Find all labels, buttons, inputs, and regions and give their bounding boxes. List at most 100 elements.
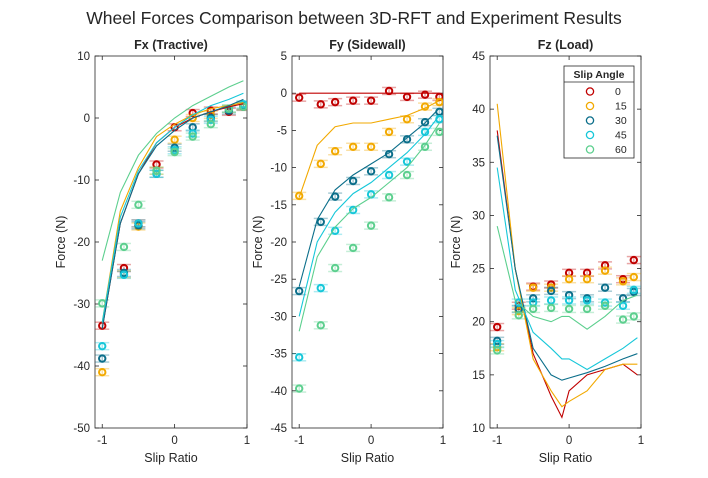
panel-3: Fz (Load) 45 40 35 30 25 20 15 10 -1 0 1 Slip Ratio F…: [449, 38, 644, 465]
data-point-60: [402, 170, 412, 180]
x-tick-label: -1: [294, 435, 304, 447]
legend-title: Slip Angle: [574, 69, 625, 81]
y-tick-label: 10: [77, 51, 90, 63]
data-point-45: [582, 296, 592, 305]
data-point-45: [348, 205, 358, 215]
data-point-0: [348, 96, 358, 105]
data-point-30: [366, 167, 376, 176]
series-line-15: [298, 100, 440, 198]
legend-marker-30: [585, 116, 595, 125]
y-tick-label: -25: [270, 274, 287, 286]
y-tick-label: 30: [472, 210, 485, 222]
data-point-60: [618, 315, 628, 324]
axes-box: [291, 55, 444, 429]
data-point-60: [330, 263, 340, 273]
y-tick-label: -20: [73, 237, 90, 249]
data-point-15: [384, 127, 394, 137]
y-tick-label: 40: [472, 104, 485, 116]
y-tick-label: 35: [472, 157, 485, 169]
panel-title: Fz (Load): [538, 38, 594, 52]
y-tick-label: -35: [270, 349, 287, 361]
series-line-15: [496, 103, 638, 408]
data-point-45: [98, 341, 107, 351]
series-line-45: [496, 167, 638, 371]
series-line-60: [298, 122, 440, 332]
data-point-0: [435, 92, 443, 102]
series-line-45: [101, 92, 244, 323]
y-axis-label: Force (N): [449, 216, 463, 269]
data-point-60: [152, 166, 161, 175]
data-point-30: [564, 290, 574, 300]
y-tick-label: 45: [472, 51, 485, 63]
series-line-30: [496, 135, 638, 381]
data-point-60: [528, 304, 538, 314]
data-point-45: [134, 219, 143, 228]
legend-label: 30: [615, 115, 627, 127]
y-tick-label: 0: [281, 88, 287, 100]
data-point-15: [564, 275, 574, 284]
y-tick-label: 15: [472, 370, 485, 382]
x-tick-label: 0: [171, 435, 177, 447]
data-point-60: [316, 321, 325, 330]
data-point-45: [420, 127, 430, 137]
x-tick-label: 1: [638, 435, 644, 447]
data-point-45: [546, 296, 556, 305]
data-point-60: [492, 346, 502, 355]
data-point-45: [618, 301, 628, 310]
data-point-60: [420, 142, 430, 151]
data-point-30: [492, 336, 502, 346]
legend-label: 0: [615, 86, 621, 98]
data-point-45: [402, 157, 412, 166]
y-tick-label: -45: [270, 423, 287, 435]
data-point-60: [188, 132, 197, 141]
data-point-30: [618, 294, 628, 303]
y-tick-label: -30: [73, 299, 90, 311]
y-tick-label: -15: [270, 200, 287, 212]
data-point-60: [600, 301, 610, 310]
data-point-45: [316, 283, 325, 293]
legend-label: 15: [615, 101, 627, 113]
x-tick-label: 0: [368, 435, 374, 447]
data-point-60: [134, 200, 143, 210]
data-point-0: [294, 93, 304, 102]
legend-marker-15: [585, 101, 595, 111]
y-tick-label: -40: [73, 361, 90, 373]
data-point-15: [366, 142, 376, 151]
x-tick-label: 1: [244, 435, 250, 447]
data-point-30: [316, 217, 325, 227]
data-point-30: [402, 135, 412, 144]
data-point-60: [384, 193, 394, 202]
data-point-45: [119, 270, 129, 280]
series-line-15: [101, 101, 244, 323]
legend-marker-0: [585, 87, 595, 96]
series-line-45: [298, 115, 440, 317]
data-point-30: [98, 354, 107, 363]
y-tick-label: -50: [73, 423, 90, 435]
data-point-0: [600, 261, 610, 270]
data-point-15: [98, 368, 107, 377]
data-point-60: [582, 304, 592, 314]
data-point-60: [366, 221, 376, 230]
legend-box: [563, 65, 635, 159]
data-point-0: [366, 96, 376, 105]
data-point-15: [330, 147, 340, 156]
data-point-60: [170, 147, 179, 157]
y-tick-label: -20: [270, 237, 287, 249]
data-point-30: [600, 283, 610, 292]
plot-area: [292, 86, 443, 393]
data-point-60: [435, 127, 443, 137]
axes-box: [489, 55, 642, 429]
series-line-60: [496, 225, 638, 330]
data-point-30: [330, 192, 340, 201]
data-point-45: [206, 115, 216, 125]
y-axis-label: Force (N): [251, 216, 265, 269]
x-axis-label: Slip Ratio: [341, 451, 395, 465]
series-line-30: [298, 107, 440, 287]
y-tick-label: -40: [270, 386, 287, 398]
series-line-0: [496, 130, 638, 419]
panel-1: Fx (Tractive)100-10-20-30-40-50-1 0 1Slip …: [54, 38, 250, 465]
data-point-45: [600, 298, 610, 307]
data-point-30: [348, 176, 358, 186]
data-point-15: [294, 191, 304, 201]
legend-label: 60: [615, 144, 627, 156]
